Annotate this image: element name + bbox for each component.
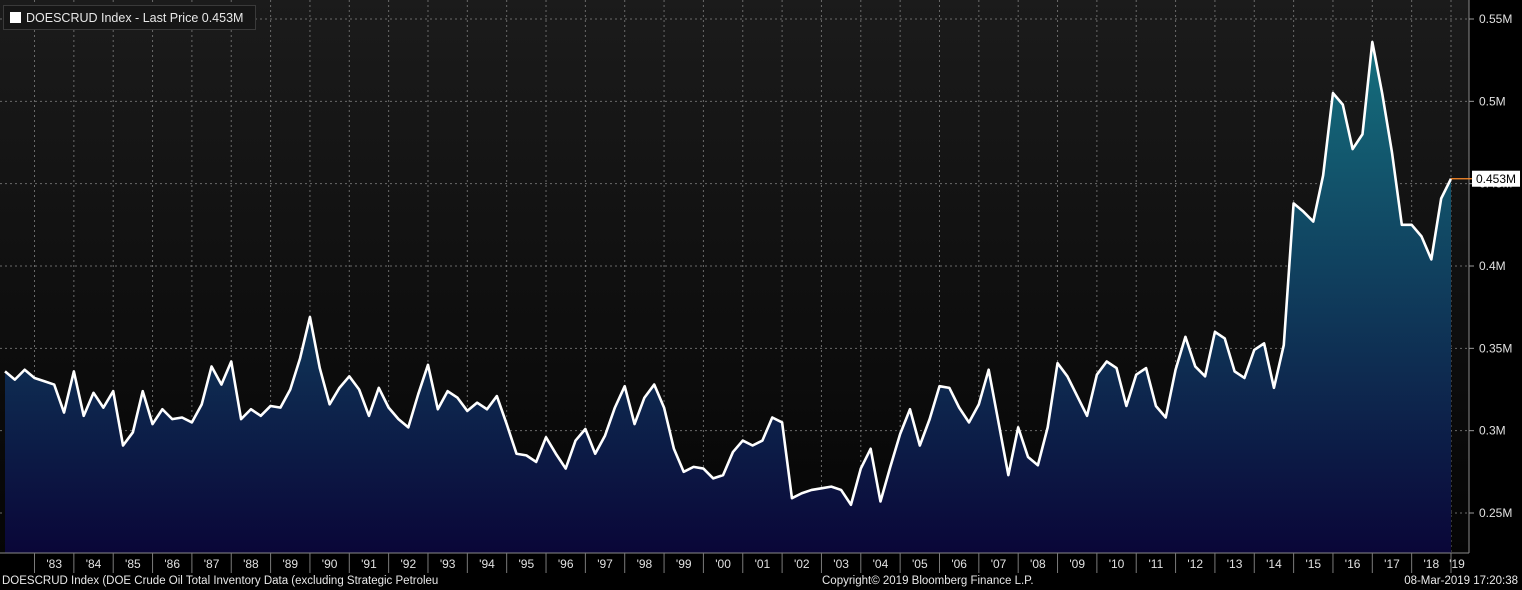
x-tick-label: '02 [794,557,810,571]
x-tick-label: '88 [243,557,259,571]
legend: DOESCRUD Index - Last Price 0.453M [3,5,256,30]
x-tick-label: '97 [597,557,613,571]
x-tick-label: '87 [204,557,220,571]
x-axis: '83 '84 '85 '86 '87 '88 '89 '90 '91 '92 '93 '94 '95 '… [34,553,1465,573]
x-tick-label: '93 [440,557,456,571]
y-tick-label: 0.35M [1479,341,1512,355]
x-tick-label: '14 [1266,557,1282,571]
x-tick-label: '11 [1149,557,1164,571]
y-tick-label: 0.55M [1479,12,1512,26]
x-tick-label: '00 [715,557,731,571]
last-value-label: 0.453M [1476,172,1516,186]
x-tick-label: '92 [400,557,416,571]
x-tick-label: '18 [1424,557,1440,571]
footer-description: DOESCRUD Index (DOE Crude Oil Total Inve… [2,575,439,587]
legend-swatch [10,12,21,23]
x-tick-label: '89 [282,557,298,571]
x-tick-label: '13 [1227,557,1243,571]
x-tick-label: '98 [637,557,653,571]
x-tick-label: '91 [361,557,377,571]
x-tick-label: '12 [1187,557,1203,571]
legend-text: DOESCRUD Index - Last Price 0.453M [26,10,244,25]
x-tick-label: '86 [164,557,180,571]
x-tick-label: '01 [755,557,771,571]
y-tick-label: 0.5M [1479,94,1506,108]
x-tick-label: '08 [1030,557,1046,571]
x-tick-label: '94 [479,557,495,571]
x-tick-label: '84 [86,557,102,571]
x-tick-label: '95 [519,557,535,571]
x-tick-label: '96 [558,557,574,571]
x-tick-label: '06 [951,557,967,571]
x-tick-label: '10 [1109,557,1125,571]
y-tick-label: 0.4M [1479,259,1506,273]
x-tick-label: '19 [1449,557,1465,571]
x-tick-label: '15 [1305,557,1321,571]
last-value-box [1472,170,1520,187]
footer-timestamp: 08-Mar-2019 17:20:38 [1404,575,1518,587]
x-tick-label: '83 [46,557,62,571]
y-tick-label: 0.3M [1479,424,1506,438]
footer-copyright: Copyright© 2019 Bloomberg Finance L.P. [822,575,1034,587]
x-tick-label: '17 [1384,557,1400,571]
x-tick-label: '99 [676,557,692,571]
x-tick-label: '16 [1345,557,1361,571]
last-value-marker: 0.453M [1451,170,1520,187]
x-tick-label: '05 [912,557,928,571]
x-tick-label: '09 [1069,557,1085,571]
y-tick-label: 0.25M [1479,506,1512,520]
x-tick-label: '90 [322,557,338,571]
x-tick-label: '04 [873,557,889,571]
x-tick-label: '85 [125,557,141,571]
x-tick-label: '03 [833,557,849,571]
inventory-line [4,40,1453,507]
x-tick-label: '07 [991,557,1007,571]
inventory-area [5,42,1451,554]
